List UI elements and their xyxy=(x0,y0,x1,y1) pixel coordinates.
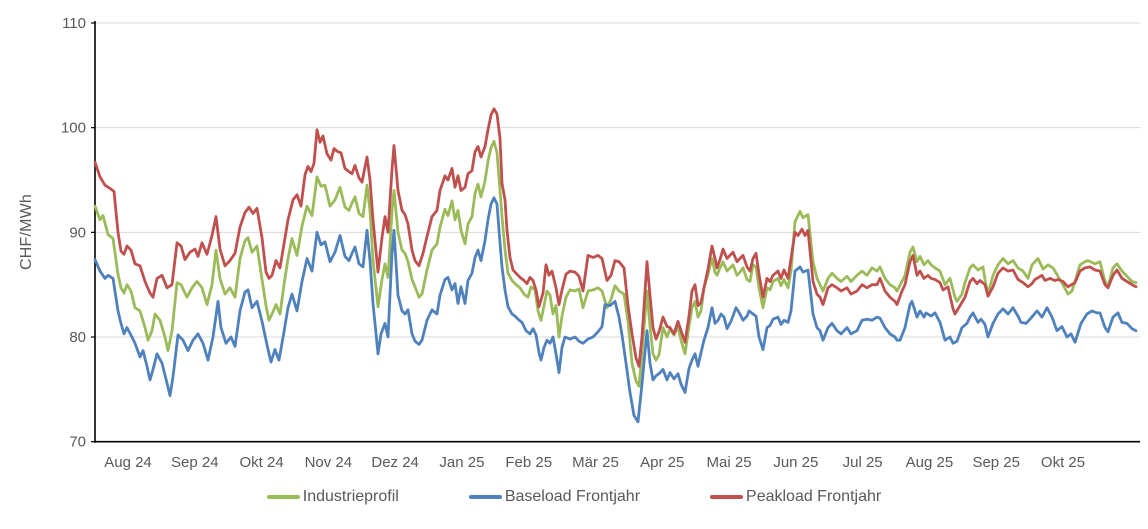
x-tick-label-9: Apr 25 xyxy=(640,454,684,471)
series-line-baseload-frontjahr xyxy=(93,196,1138,424)
x-tick-label-2: Sep 24 xyxy=(171,454,219,471)
legend-item-baseload: Baseload Frontjahr xyxy=(468,488,641,506)
x-tick-label-8: Mär 25 xyxy=(572,454,619,471)
legend-swatch-baseload-icon xyxy=(468,495,502,499)
x-tick-label-1: Aug 24 xyxy=(104,454,152,471)
x-tick-label-13: Aug 25 xyxy=(906,454,954,471)
y-tick-label-90: 90 xyxy=(69,224,86,241)
legend-swatch-peakload-icon xyxy=(710,495,744,499)
x-tick-label-12: Jul 25 xyxy=(843,454,883,471)
x-tick-label-14: Sep 25 xyxy=(972,454,1020,471)
x-tick-label-4: Nov 24 xyxy=(305,454,353,471)
series-line-industrieprofil xyxy=(93,139,1138,388)
y-tick-label-100: 100 xyxy=(61,120,86,137)
y-tick-label-80: 80 xyxy=(69,329,86,346)
legend: Industrieprofil Baseload Frontjahr Peakl… xyxy=(0,488,1148,506)
x-tick-label-3: Okt 24 xyxy=(239,454,283,471)
x-tick-label-7: Feb 25 xyxy=(505,454,552,471)
legend-label-peakload: Peakload Frontjahr xyxy=(746,488,882,505)
x-tick-label-10: Mai 25 xyxy=(707,454,752,471)
legend-label-industrieprofil: Industrieprofil xyxy=(302,488,399,505)
x-tick-label-5: Dez 24 xyxy=(371,454,419,471)
legend-item-industrieprofil: Industrieprofil xyxy=(266,488,399,506)
y-tick-label-110: 110 xyxy=(62,15,86,32)
x-tick-label-15: Okt 25 xyxy=(1041,454,1085,471)
y-axis-title: CHF/MWh xyxy=(18,193,35,271)
legend-item-peakload: Peakload Frontjahr xyxy=(710,488,881,506)
legend-swatch-industrieprofil-icon xyxy=(266,495,300,499)
series-line-peakload-frontjahr xyxy=(93,107,1138,368)
x-tick-label-6: Jan 25 xyxy=(439,454,484,471)
x-tick-label-11: Jun 25 xyxy=(773,454,818,471)
legend-label-baseload: Baseload Frontjahr xyxy=(504,488,641,505)
y-tick-label-70: 70 xyxy=(69,434,86,451)
